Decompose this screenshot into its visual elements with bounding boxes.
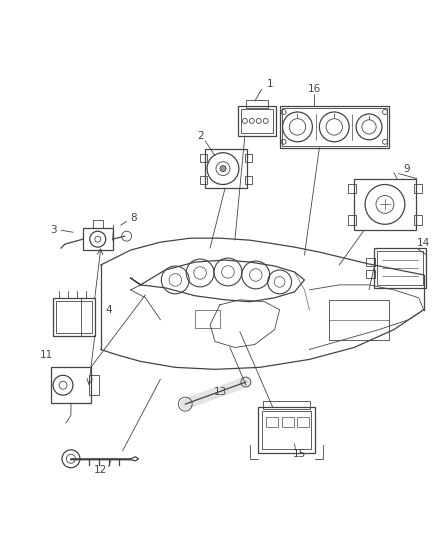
Bar [258,407,315,453]
Text: 16: 16 [308,84,321,94]
Bar [377,251,423,285]
Text: 13: 13 [213,387,226,397]
Bar [414,215,422,225]
Bar [366,258,375,266]
Bar [366,270,375,278]
Bar [83,228,113,250]
Bar [282,108,387,146]
Bar [238,106,276,136]
Text: 9: 9 [403,164,410,174]
Bar [348,183,356,193]
Text: 12: 12 [94,465,107,475]
Bar [262,411,311,449]
Bar [195,310,220,328]
Bar [200,154,207,161]
Bar [329,300,389,340]
Bar [297,417,309,427]
Bar [279,106,389,148]
Bar [354,179,416,230]
Text: 14: 14 [417,238,430,248]
Circle shape [220,166,226,172]
Bar [266,417,278,427]
Text: 11: 11 [39,350,53,360]
Text: 15: 15 [293,449,306,459]
Bar [205,149,247,189]
Text: 3: 3 [50,225,57,235]
Bar [246,100,268,108]
Bar [245,154,252,161]
Text: 8: 8 [130,213,137,223]
Bar [241,109,273,133]
Bar [245,175,252,183]
Bar [282,417,293,427]
Text: 1: 1 [266,79,273,89]
Bar [53,298,95,336]
Bar [200,175,207,183]
Text: 2: 2 [197,131,203,141]
Text: 4: 4 [106,305,112,314]
Bar [89,375,99,395]
Bar [51,367,91,403]
Bar [374,248,426,288]
Bar [348,215,356,225]
Bar [56,301,92,333]
Bar [263,401,311,409]
Bar [414,183,422,193]
